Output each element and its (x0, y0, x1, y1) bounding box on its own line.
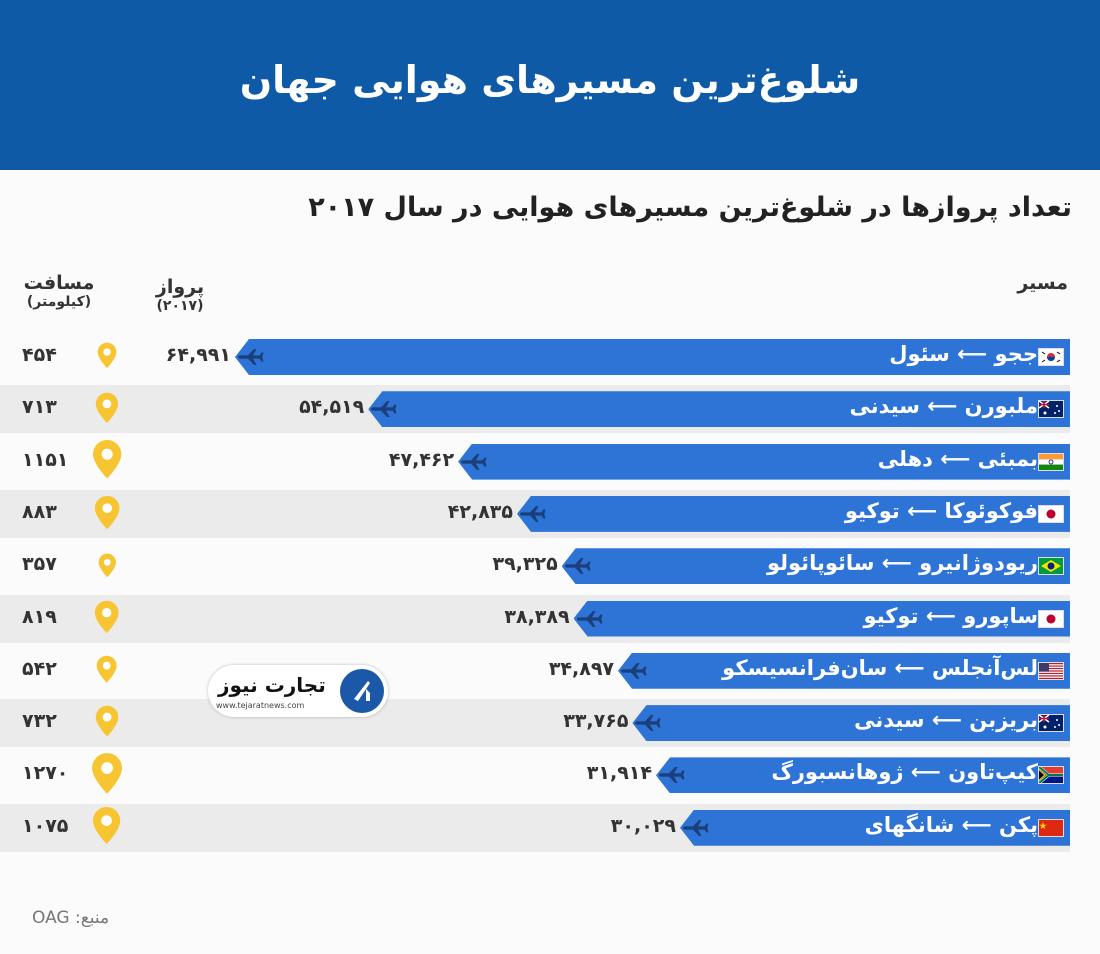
route-label: ساپورو ⟵ توکیو (863, 603, 1038, 628)
india-flag-icon (1038, 452, 1064, 471)
bar-6 (573, 600, 1070, 637)
brazil-flag-icon (1038, 557, 1064, 576)
plane-icon (519, 505, 547, 523)
map-pin-icon (95, 705, 119, 741)
map-pin-icon (94, 600, 119, 638)
flights-header: پرواز (۲۰۱۷) (140, 276, 220, 314)
flights-value-label: ۳۱,۹۱۴ (586, 762, 652, 785)
distance-value-label: ۸۱۹ (22, 605, 57, 628)
plane-icon (564, 557, 592, 575)
route-label: فوکوئوکا ⟵ توکیو (844, 498, 1038, 523)
distance-value-label: ۷۳۲ (22, 710, 57, 733)
plane-icon (620, 662, 648, 680)
usa-flag-icon (1038, 661, 1064, 680)
map-pin-icon (96, 655, 117, 687)
flights-value-label: ۶۴,۹۹۱ (165, 344, 231, 366)
japan-flag-icon (1038, 609, 1064, 628)
route-label: ملبورن ⟵ سیدنی (849, 394, 1038, 419)
bar-1 (235, 339, 1070, 375)
flights-value-label: ۳۹,۳۲۵ (492, 553, 558, 576)
distance-value-label: ۱۲۷۰ (22, 762, 69, 785)
south-africa-flag-icon (1038, 766, 1064, 785)
header-banner: شلوغ‌ترین مسیرهای هوایی جهان (0, 0, 1100, 170)
distance-header-unit: (کیلومتر) (26, 294, 92, 310)
flights-value-label: ۳۰,۰۲۹ (610, 814, 676, 837)
distance-value-label: ۷۱۳ (22, 396, 57, 419)
flights-value-label: ۴۷,۴۶۲ (388, 448, 455, 471)
route-label: ججو ⟵ سئول (889, 342, 1038, 366)
bar-2 (368, 391, 1070, 428)
bar-4 (517, 495, 1070, 532)
bar-8 (632, 705, 1070, 742)
route-label: بریزبن ⟵ سیدنی (854, 708, 1038, 733)
flights-header-year: (۲۰۱۷) (156, 298, 204, 314)
china-flag-icon (1038, 818, 1064, 837)
watermark-logo: تجارت نیوز www.tejaratnews.com (208, 665, 388, 717)
map-pin-icon (91, 752, 123, 799)
plane-icon (370, 400, 398, 418)
map-pin-icon (92, 439, 122, 483)
japan-flag-icon (1038, 504, 1064, 523)
plane-icon (634, 714, 662, 732)
route-header: مسیر (1017, 272, 1068, 294)
australia-flag-icon (1038, 400, 1064, 419)
bar-9 (656, 757, 1070, 794)
map-pin-icon (94, 495, 120, 534)
distance-header: مسافت (کیلومتر) (14, 272, 104, 310)
flights-value-label: ۳۳,۷۶۵ (563, 710, 629, 733)
flights-value-label: ۴۲,۸۳۵ (447, 500, 513, 523)
route-label: ریودوژانیرو ⟵ سائوپائولو (766, 551, 1038, 576)
distance-value-label: ۱۰۷۵ (22, 814, 69, 837)
plane-icon (460, 453, 488, 471)
source-note: منبع: OAG (32, 908, 110, 928)
flights-header-label: پرواز (155, 276, 205, 298)
route-label: بمبئی ⟵ دهلی (877, 446, 1038, 471)
distance-header-label: مسافت (23, 272, 95, 294)
plane-icon (658, 766, 686, 784)
route-label: کیپ‌تاون ⟵ ژوهانسبورگ (771, 760, 1038, 785)
chart-subtitle: تعداد پروازها در شلوغ‌ترین مسیرهای هوایی… (308, 192, 1072, 223)
plane-icon (237, 348, 265, 366)
flights-value-label: ۳۴,۸۹۷ (548, 657, 615, 680)
bar-7 (618, 652, 1070, 689)
map-pin-icon (97, 342, 117, 373)
map-pin-icon (98, 553, 117, 582)
bar-10 (680, 809, 1070, 846)
australia-flag-icon (1038, 714, 1064, 733)
distance-value-label: ۵۴۲ (22, 657, 57, 680)
route-label: پکن ⟵ شانگهای (864, 812, 1038, 837)
logo-url: www.tejaratnews.com (216, 701, 305, 710)
distance-value-label: ۱۱۵۱ (22, 448, 69, 471)
page-title: شلوغ‌ترین مسیرهای هوایی جهان (239, 58, 861, 102)
map-pin-icon (95, 392, 119, 428)
logo-mark-icon (340, 669, 384, 713)
bar-3 (458, 443, 1070, 480)
south-korea-flag-icon (1038, 348, 1064, 366)
flights-value-label: ۳۸,۳۸۹ (504, 605, 570, 628)
distance-value-label: ۴۵۴ (22, 344, 57, 366)
plane-icon (682, 819, 710, 837)
logo-text: تجارت نیوز (218, 673, 326, 697)
distance-value-label: ۸۸۳ (22, 500, 57, 523)
plane-icon (576, 610, 604, 628)
bar-5 (561, 548, 1070, 585)
route-label: لس‌آنجلس ⟵ سان‌فرانسیسکو (722, 655, 1038, 680)
flights-value-label: ۵۴,۵۱۹ (299, 396, 365, 419)
distance-value-label: ۳۵۷ (22, 553, 57, 576)
map-pin-icon (92, 806, 121, 849)
